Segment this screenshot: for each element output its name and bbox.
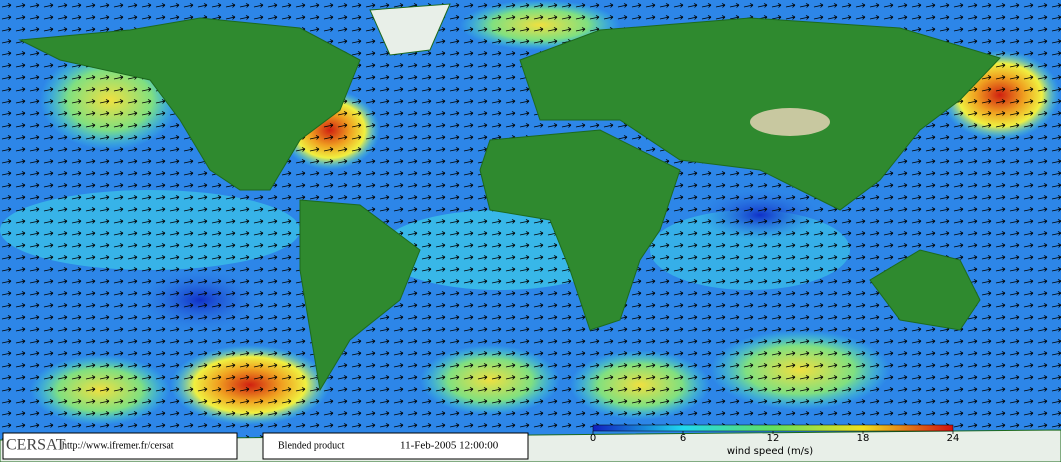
url: http://www.ifremer.fr/cersat: [62, 440, 174, 451]
colorbar-tick-label: 12: [767, 433, 780, 444]
colorbar-tick-label: 6: [680, 433, 686, 444]
footer: CERSAT http://www.ifremer.fr/cersat Blen…: [2, 424, 954, 460]
logo: CERSAT: [6, 437, 66, 454]
product-box: [262, 432, 529, 460]
date: 11-Feb-2005 12:00:00: [400, 440, 499, 452]
colorbar-tick-label: 24: [947, 433, 960, 444]
product: Blended product: [278, 440, 345, 451]
colorbar-tick-label: 0: [590, 433, 596, 444]
colorbar-tick-label: 18: [857, 433, 870, 444]
colorbar: [592, 424, 954, 432]
colorbar-label: wind speed (m/s): [727, 446, 813, 457]
source-box: [2, 432, 238, 460]
